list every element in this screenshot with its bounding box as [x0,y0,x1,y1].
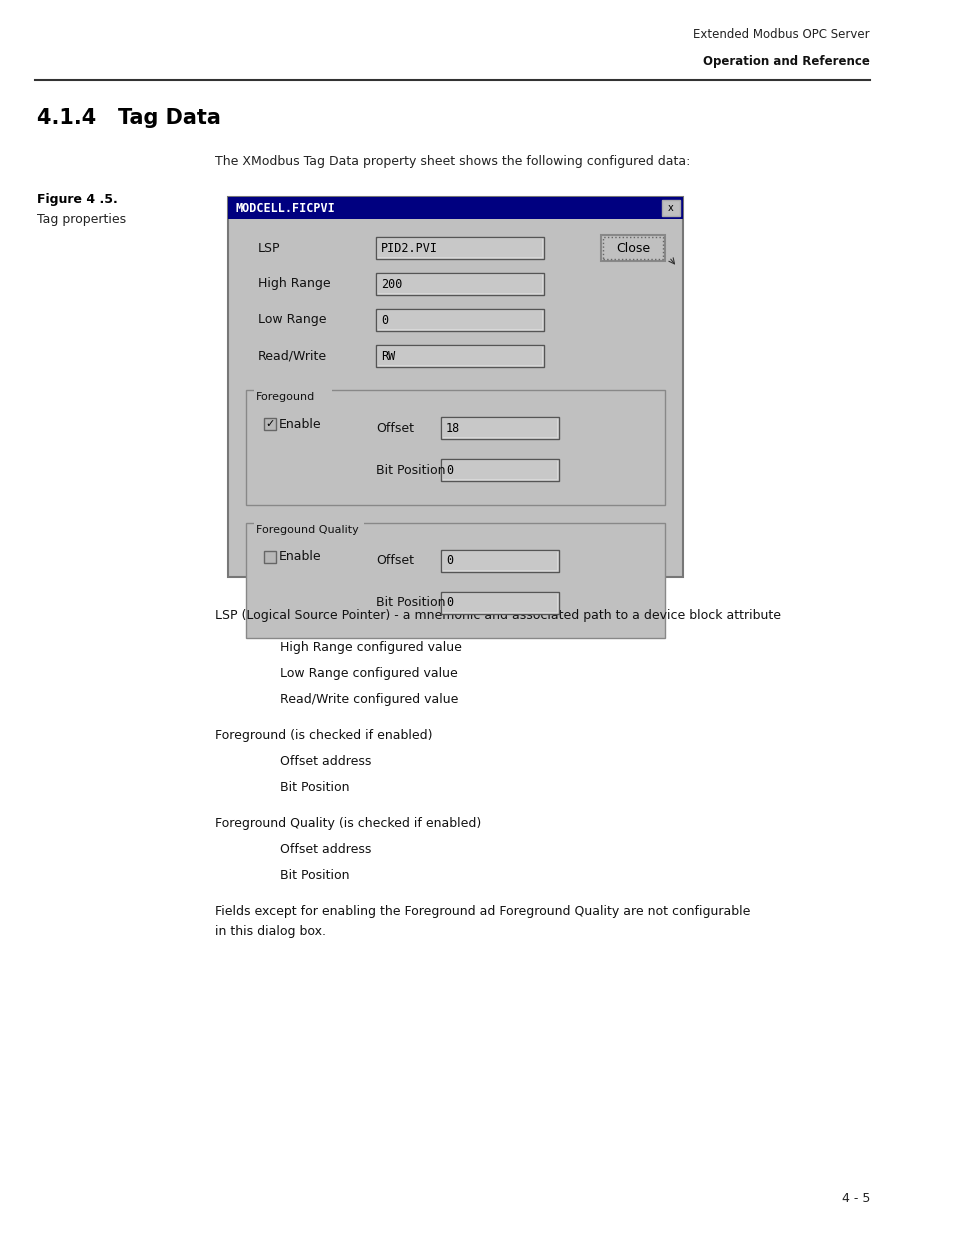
Bar [442,552,557,571]
Text: 18: 18 [446,421,459,435]
Text: 0: 0 [446,555,453,568]
Text: MODCELL.FICPVI: MODCELL.FICPVI [235,203,335,215]
Bar [377,347,541,366]
Bar [228,198,682,219]
Text: 200: 200 [380,278,402,290]
Text: Low Range: Low Range [257,314,326,326]
Bar [440,550,558,572]
Text: Read/Write configured value: Read/Write configured value [280,693,457,706]
Text: RW: RW [380,350,395,363]
Text: Fields except for enabling the Foreground ad Foreground Quality are not configur: Fields except for enabling the Foregroun… [214,905,750,918]
Text: LSP: LSP [257,242,280,254]
Text: Offset: Offset [375,555,414,568]
Bar [246,390,664,505]
Bar [661,200,679,216]
Text: ✓: ✓ [265,419,274,429]
Text: x: x [667,203,673,212]
Text: Close: Close [616,242,649,254]
Text: Tag properties: Tag properties [37,212,126,226]
Text: Enable: Enable [278,417,321,431]
Text: Enable: Enable [278,551,321,563]
Text: in this dialog box.: in this dialog box. [214,925,326,939]
Bar [228,198,682,577]
Bar [375,345,543,367]
Text: Bit Position: Bit Position [280,869,349,882]
Bar [377,275,541,293]
Text: Low Range configured value: Low Range configured value [280,667,457,680]
Text: High Range configured value: High Range configured value [280,641,461,655]
Text: Offset address: Offset address [280,755,371,768]
Text: 4 - 5: 4 - 5 [841,1192,869,1205]
Bar [253,387,332,398]
Text: The XModbus Tag Data property sheet shows the following configured data:: The XModbus Tag Data property sheet show… [214,156,690,168]
Text: Figure 4 .5.: Figure 4 .5. [37,193,117,206]
Text: 0: 0 [380,314,388,326]
Bar [375,273,543,295]
Text: Foreground (is checked if enabled): Foreground (is checked if enabled) [214,729,432,742]
Text: 4.1.4   Tag Data: 4.1.4 Tag Data [37,107,221,128]
Bar [246,522,664,638]
Text: 0: 0 [446,597,453,610]
Bar [377,240,541,257]
Text: Foregound Quality: Foregound Quality [255,525,358,535]
Text: Foregound: Foregound [255,391,314,403]
Text: Bit Position: Bit Position [280,781,349,794]
Text: Foreground Quality (is checked if enabled): Foreground Quality (is checked if enable… [214,818,480,830]
Text: High Range: High Range [257,278,331,290]
Bar [375,237,543,259]
Bar [375,309,543,331]
Text: Read/Write: Read/Write [257,350,327,363]
Text: LSP (Logical Source Pointer) - a mnemonic and associated path to a device block : LSP (Logical Source Pointer) - a mnemoni… [214,609,781,622]
Text: PID2.PVI: PID2.PVI [380,242,437,254]
Text: Bit Position: Bit Position [375,463,445,477]
Text: Bit Position: Bit Position [375,597,445,610]
Bar [442,461,557,479]
Bar [442,419,557,437]
Bar [440,459,558,480]
Bar [600,235,664,261]
Bar [440,592,558,614]
Bar [442,594,557,613]
Bar [440,417,558,438]
Text: 0: 0 [446,463,453,477]
Text: Extended Modbus OPC Server: Extended Modbus OPC Server [693,28,869,41]
Text: Offset address: Offset address [280,844,371,856]
Text: Offset: Offset [375,421,414,435]
Bar [264,551,275,563]
Bar [602,237,662,259]
Bar [264,417,275,430]
Bar [253,519,364,531]
Bar [377,311,541,329]
Text: Operation and Reference: Operation and Reference [702,56,869,68]
